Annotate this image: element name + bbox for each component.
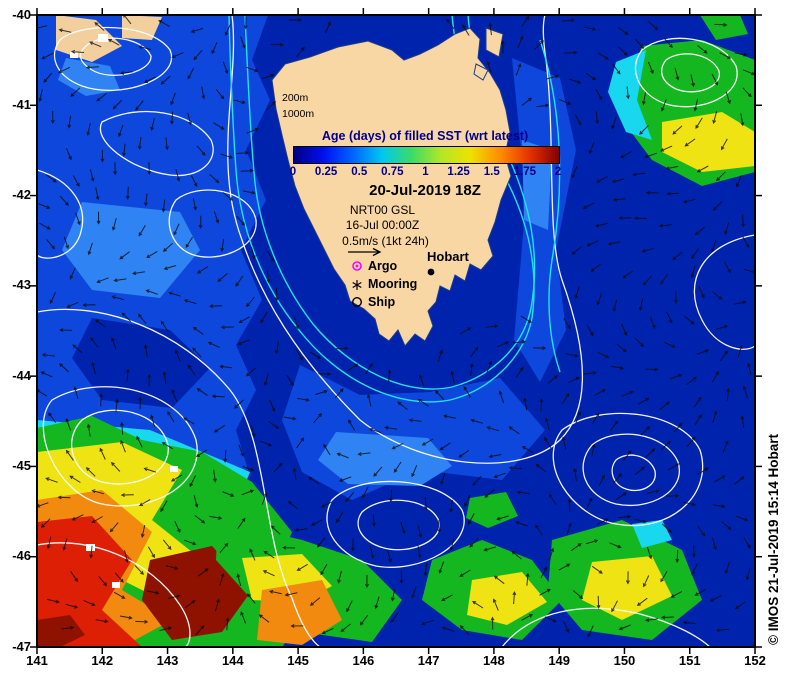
sea-level-contour	[611, 454, 656, 492]
island	[473, 63, 489, 81]
age-patch	[142, 546, 252, 640]
sea-level-contour	[326, 480, 465, 568]
colorbar-tick-label: 0.5	[351, 166, 368, 178]
x-tick-label: 141	[26, 653, 48, 668]
base-time-label: 16-Jul 00:00Z	[345, 218, 420, 232]
x-tick-label: 142	[91, 653, 114, 668]
y-tick-label: -46	[12, 548, 31, 564]
x-tick-label: 149	[548, 653, 571, 668]
sea-level-contour	[71, 409, 169, 485]
colorbar-tick-label: 0	[289, 166, 297, 178]
age-patch	[98, 34, 108, 42]
map-frame	[36, 14, 756, 648]
y-tick-label: -47	[12, 638, 31, 654]
colorbar-tick-label: 1	[422, 166, 429, 178]
current-vector-arrows	[37, 15, 755, 638]
copyright-credit: © IMOS 21-Jul-2019 15:14 Hobart	[766, 433, 781, 645]
sea-level-contour	[37, 169, 84, 259]
vector-scale-label: 0.5m/s (1kt 24h)	[342, 234, 429, 248]
map-symbols	[348, 247, 435, 308]
age-patch	[37, 615, 85, 647]
sea-level-contour	[634, 37, 738, 108]
age-patch	[582, 556, 672, 620]
x-tick-label: 148	[483, 653, 505, 668]
legend-mooring-label: Mooring	[368, 277, 418, 291]
sea-level-contour	[168, 189, 257, 258]
x-tick-label: 144	[221, 653, 244, 668]
tasmania-landmass	[271, 27, 512, 347]
city-label-hobart: Hobart	[427, 249, 469, 264]
age-patch	[318, 432, 452, 486]
sea-level-contour	[227, 15, 584, 464]
sea-level-contour	[693, 234, 755, 350]
sea-level-contour	[357, 499, 441, 551]
age-patch	[112, 582, 120, 588]
age-patch	[72, 318, 210, 408]
argo-symbol-icon	[352, 261, 362, 271]
scale-arrow-icon	[348, 247, 382, 257]
sea-level-contour	[552, 412, 704, 527]
vector-arrows-path	[37, 15, 755, 638]
sea-level-contour	[42, 386, 198, 507]
sea-level-contour	[661, 53, 720, 93]
age-patch	[70, 52, 78, 58]
y-tick-label: -42	[12, 187, 31, 203]
sea-level-contour	[501, 607, 711, 647]
sea-level-contour	[37, 308, 321, 647]
x-tick-label: 147	[417, 653, 440, 668]
sea-level-contour	[79, 37, 152, 76]
sea-level-contours	[37, 15, 755, 647]
sea-level-contour	[582, 433, 680, 506]
legend-argo-label: Argo	[368, 259, 398, 273]
age-patch	[86, 544, 95, 551]
tasmania-outline	[271, 27, 512, 347]
x-tick-label: 152	[744, 653, 766, 668]
colorbar-title: Age (days) of filled SST (wrt latest)	[321, 129, 529, 143]
colorbar-tick-label: 2	[554, 166, 562, 178]
age-patch	[122, 15, 162, 40]
y-tick-label: -43	[12, 277, 31, 293]
age-patch	[257, 580, 342, 645]
hobart-marker	[427, 268, 435, 276]
mooring-symbol-icon	[352, 280, 362, 290]
y-tick-label: -41	[12, 96, 31, 112]
datetime-title: 20-Jul-2019 18Z	[369, 182, 481, 199]
x-tick-label: 146	[352, 653, 375, 668]
colorbar-tick-label: 0.25	[314, 166, 338, 178]
colorbar-tick-label: 1.75	[513, 166, 537, 178]
ship-symbol-icon	[352, 297, 363, 308]
y-tick-label: -40	[12, 6, 31, 22]
x-tick-label: 151	[678, 653, 701, 668]
y-tick-label: -45	[12, 457, 31, 473]
age-patch	[466, 492, 518, 528]
age-patch	[56, 15, 122, 62]
sea-level-contour	[37, 542, 191, 647]
colorbar-tick-label: 1.5	[483, 166, 500, 178]
x-tick-label: 145	[287, 653, 309, 668]
colorbar	[293, 146, 560, 164]
age-patch	[170, 466, 178, 472]
age-patch	[632, 520, 672, 548]
x-tick-label: 143	[156, 653, 179, 668]
x-tick-label: 150	[613, 653, 636, 668]
age-patch	[662, 112, 755, 172]
sea-level-contour	[99, 110, 214, 177]
product-label: NRT00 GSL	[349, 203, 416, 217]
bathymetry-contour	[539, 39, 561, 373]
colorbar-tick-label: 0.75	[381, 166, 404, 178]
isobath-1000m-label: 1000m	[282, 108, 315, 120]
age-patch	[58, 58, 120, 96]
axis-ticks	[30, 8, 762, 654]
age-patch	[700, 15, 748, 40]
flinders-island	[485, 27, 504, 58]
legend-ship-label: Ship	[368, 295, 396, 309]
y-tick-label: -44	[12, 367, 31, 383]
isobath-200m-label: 200m	[282, 92, 309, 104]
colorbar-tick-label: 1.25	[447, 166, 470, 178]
age-patch	[62, 202, 200, 298]
